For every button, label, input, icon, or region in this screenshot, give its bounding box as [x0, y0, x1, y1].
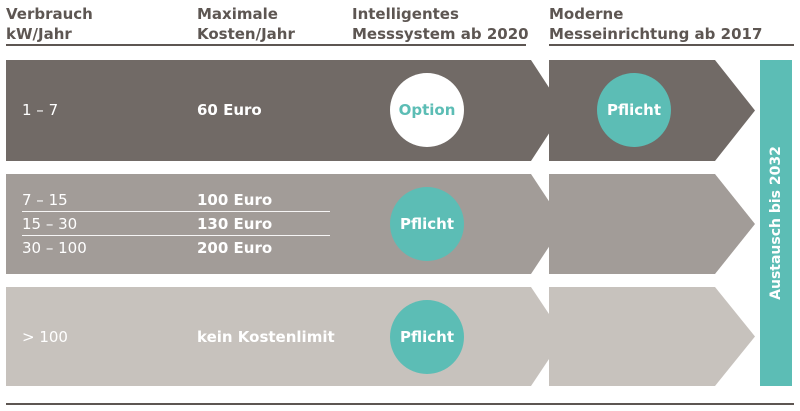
- row-band-1-arrow-shape: [6, 60, 564, 161]
- header-kosten: Maximale Kosten/Jahr: [197, 4, 295, 44]
- header-divider-1: [6, 44, 526, 46]
- header-ims-line2: Messsystem ab 2020: [352, 25, 529, 43]
- row-3-range: > 100: [22, 328, 68, 346]
- header-intelligentes-messsystem: Intelligentes Messsystem ab 2020: [352, 4, 529, 44]
- footer-divider: [6, 403, 794, 405]
- row-3-mme-band: [549, 287, 756, 386]
- row-3-mme-arrow-shape: [549, 287, 755, 386]
- header-ims-line1: Intelligentes: [352, 5, 459, 23]
- header-moderne-messeinrichtung: Moderne Messeinrichtung ab 2017: [549, 4, 762, 44]
- header-mme-line2: Messeinrichtung ab 2017: [549, 25, 763, 43]
- header-verbrauch-line1: Verbrauch: [6, 5, 93, 23]
- row-3-cost: kein Kostenlimit: [197, 328, 335, 346]
- header-verbrauch: Verbrauch kW/Jahr: [6, 4, 93, 44]
- row-1-cost: 60 Euro: [197, 101, 262, 119]
- header-divider-2: [549, 44, 794, 46]
- row-2-mme-band: [549, 174, 756, 274]
- replacement-deadline-bar: Austausch bis 2032: [760, 60, 792, 386]
- row-2-mme-arrow-shape: [549, 174, 755, 274]
- row-1-mme-badge: Pflicht: [597, 73, 671, 147]
- row-3-ims-badge: Pflicht: [390, 300, 464, 374]
- header-verbrauch-line2: kW/Jahr: [6, 25, 72, 43]
- replacement-deadline-label: Austausch bis 2032: [768, 146, 784, 300]
- row-1-range: 1 – 7: [22, 101, 59, 119]
- row-band-1: [6, 60, 566, 161]
- row-2-range-2: 15 – 30: [22, 215, 78, 233]
- row-2-cost-1: 100 Euro: [197, 191, 273, 209]
- row-1-ims-badge: Option: [390, 73, 464, 147]
- header-kosten-line1: Maximale: [197, 5, 278, 23]
- header-kosten-line2: Kosten/Jahr: [197, 25, 295, 43]
- row-2-divider-1: [22, 211, 330, 212]
- row-band-2-arrow-shape: [6, 174, 564, 274]
- row-2-range-1: 7 – 15: [22, 191, 68, 209]
- row-2-divider-2: [22, 235, 330, 236]
- header-mme-line1: Moderne: [549, 5, 624, 23]
- row-2-ims-badge: Pflicht: [390, 187, 464, 261]
- row-band-2: [6, 174, 566, 274]
- row-2-cost-3: 200 Euro: [197, 239, 273, 257]
- row-2-range-3: 30 – 100: [22, 239, 87, 257]
- row-2-cost-2: 130 Euro: [197, 215, 273, 233]
